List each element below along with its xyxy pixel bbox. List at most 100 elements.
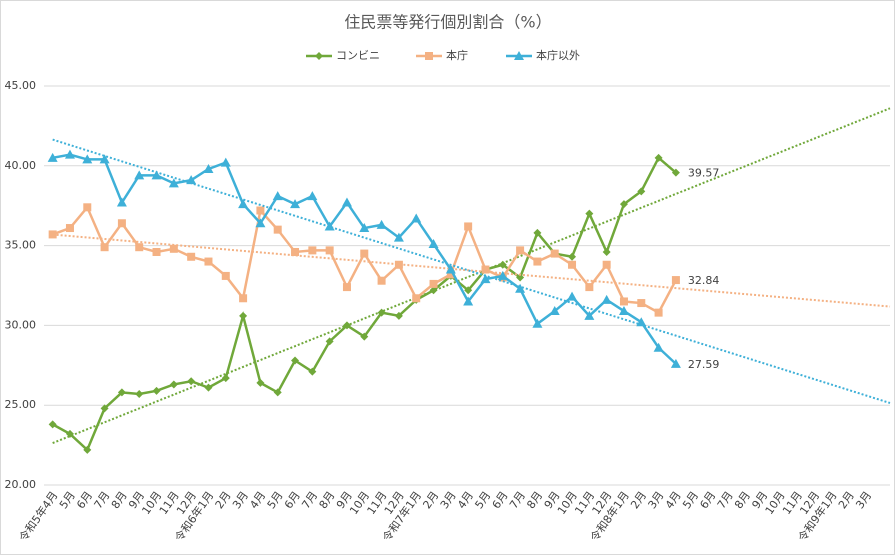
x-tick-label: 4月 <box>455 489 476 511</box>
marker <box>464 286 473 295</box>
marker <box>532 318 543 328</box>
marker <box>498 260 507 269</box>
marker <box>273 388 282 397</box>
marker <box>83 445 92 454</box>
marker <box>671 276 680 285</box>
x-tick-label: 6月 <box>282 489 303 511</box>
x-tick-label: 8月 <box>109 489 130 511</box>
marker <box>377 276 386 285</box>
marker <box>116 197 127 207</box>
x-tick-label: 8月 <box>524 489 545 511</box>
y-tick-label: 35.00 <box>5 239 37 252</box>
marker <box>654 308 663 317</box>
marker <box>671 168 680 177</box>
marker <box>117 219 126 228</box>
marker <box>602 247 611 256</box>
marker <box>359 223 370 233</box>
marker <box>412 294 421 303</box>
marker <box>618 306 629 316</box>
marker <box>481 265 490 274</box>
marker <box>637 187 646 196</box>
x-tick-label: 3月 <box>853 489 874 511</box>
x-tick-label: 令和5年4月 <box>16 488 61 544</box>
marker <box>239 311 248 320</box>
x-tick-label: 8月 <box>732 489 753 511</box>
legend-label: コンビニ <box>336 49 380 62</box>
x-tick-label: 6月 <box>74 489 95 511</box>
marker <box>273 225 282 234</box>
marker <box>307 191 318 201</box>
marker <box>203 163 214 173</box>
marker <box>221 271 230 280</box>
marker <box>394 311 403 320</box>
marker <box>308 246 317 255</box>
x-tick-label: 6月 <box>490 489 511 511</box>
legend-marker <box>514 51 524 60</box>
marker <box>238 199 249 209</box>
marker <box>221 374 230 383</box>
y-tick-label: 40.00 <box>5 159 37 172</box>
marker <box>360 332 369 341</box>
marker <box>325 337 334 346</box>
marker <box>653 342 664 352</box>
marker <box>256 206 265 215</box>
marker <box>151 170 162 180</box>
marker <box>602 260 611 269</box>
marker <box>65 224 74 233</box>
marker <box>341 197 352 207</box>
x-tick-label: 3月 <box>230 489 251 511</box>
x-tick-label: 7月 <box>507 489 528 511</box>
marker <box>272 191 283 201</box>
marker <box>152 386 161 395</box>
marker <box>515 283 526 293</box>
marker <box>585 209 594 218</box>
marker <box>445 264 456 274</box>
x-tick-label: 4月 <box>663 489 684 511</box>
legend-label: 本庁 <box>446 48 468 62</box>
data-label: 32.84 <box>688 274 720 287</box>
x-tick-label: 8月 <box>317 489 338 511</box>
legend-marker <box>425 52 433 60</box>
marker <box>480 274 491 284</box>
marker <box>393 232 404 242</box>
legend-marker <box>315 52 323 60</box>
marker <box>64 149 75 159</box>
marker <box>291 247 300 256</box>
marker <box>342 283 351 292</box>
x-tick-label: 7月 <box>715 489 736 511</box>
marker <box>568 260 577 269</box>
marker <box>204 257 213 266</box>
x-tick-label: 2月 <box>420 489 441 511</box>
x-tick-label: 5月 <box>265 489 286 511</box>
marker <box>239 294 248 303</box>
x-tick-label: 5月 <box>680 489 701 511</box>
x-tick-label: 4月 <box>247 489 268 511</box>
marker <box>619 200 628 209</box>
marker <box>291 356 300 365</box>
marker <box>134 170 145 180</box>
x-tick-label: 2月 <box>213 489 234 511</box>
data-label: 27.59 <box>688 358 720 371</box>
marker <box>464 222 473 231</box>
marker <box>204 383 213 392</box>
marker <box>446 270 455 279</box>
marker <box>377 308 386 317</box>
marker <box>220 157 231 167</box>
x-tick-label: 7月 <box>92 489 113 511</box>
marker <box>585 283 594 292</box>
marker <box>429 279 438 288</box>
x-tick-label: 2月 <box>628 489 649 511</box>
marker <box>152 247 161 256</box>
x-tick-label: 7月 <box>299 489 320 511</box>
marker <box>497 270 508 280</box>
marker <box>549 306 560 316</box>
marker <box>637 299 646 308</box>
marker <box>186 175 197 185</box>
legend-label: 本庁以外 <box>536 48 580 62</box>
marker <box>82 154 93 164</box>
marker <box>290 199 301 209</box>
marker <box>187 252 196 261</box>
marker <box>187 377 196 386</box>
marker <box>168 178 179 188</box>
marker <box>463 296 474 306</box>
